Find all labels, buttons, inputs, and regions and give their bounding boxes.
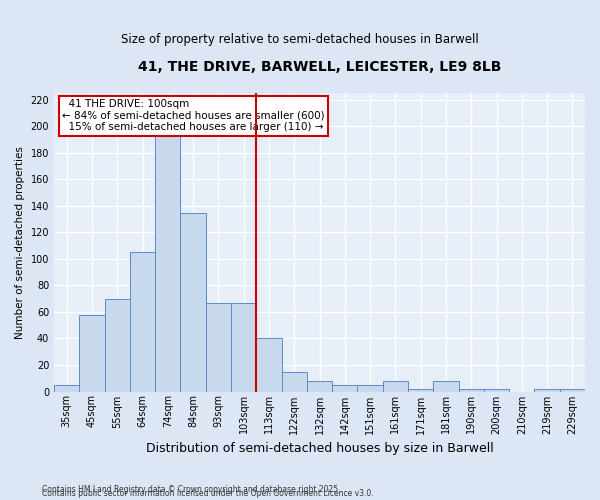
Bar bbox=[130, 252, 155, 392]
Bar bbox=[281, 372, 307, 392]
Bar bbox=[104, 298, 130, 392]
Bar bbox=[256, 338, 281, 392]
Text: Size of property relative to semi-detached houses in Barwell: Size of property relative to semi-detach… bbox=[121, 32, 479, 46]
Bar bbox=[206, 302, 231, 392]
Text: 41 THE DRIVE: 100sqm
← 84% of semi-detached houses are smaller (600)
  15% of se: 41 THE DRIVE: 100sqm ← 84% of semi-detac… bbox=[62, 99, 325, 132]
Text: Contains HM Land Registry data © Crown copyright and database right 2025.: Contains HM Land Registry data © Crown c… bbox=[42, 484, 341, 494]
Bar bbox=[332, 385, 358, 392]
Bar bbox=[358, 385, 383, 392]
Bar bbox=[535, 389, 560, 392]
Title: 41, THE DRIVE, BARWELL, LEICESTER, LE9 8LB: 41, THE DRIVE, BARWELL, LEICESTER, LE9 8… bbox=[138, 60, 501, 74]
Bar bbox=[307, 381, 332, 392]
X-axis label: Distribution of semi-detached houses by size in Barwell: Distribution of semi-detached houses by … bbox=[146, 442, 493, 455]
Bar bbox=[181, 212, 206, 392]
Bar bbox=[231, 302, 256, 392]
Bar bbox=[433, 381, 458, 392]
Bar bbox=[560, 389, 585, 392]
Bar bbox=[484, 389, 509, 392]
Bar bbox=[458, 389, 484, 392]
Y-axis label: Number of semi-detached properties: Number of semi-detached properties bbox=[15, 146, 25, 339]
Bar bbox=[408, 389, 433, 392]
Bar bbox=[383, 381, 408, 392]
Text: Contains public sector information licensed under the Open Government Licence v3: Contains public sector information licen… bbox=[42, 490, 374, 498]
Bar bbox=[79, 314, 104, 392]
Bar bbox=[54, 385, 79, 392]
Bar bbox=[155, 126, 181, 392]
